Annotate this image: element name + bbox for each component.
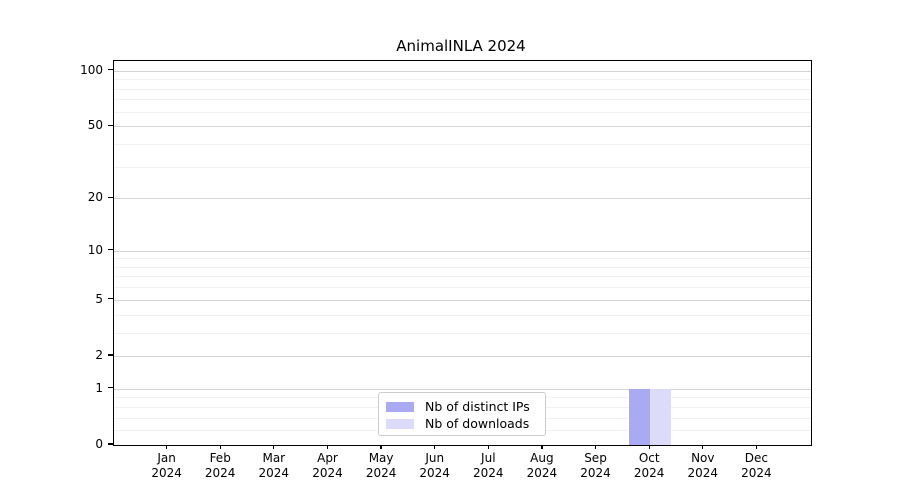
major-gridline — [114, 299, 811, 301]
major-gridline — [114, 70, 811, 72]
x-tick-month: Apr — [317, 451, 338, 465]
y-tick-label: 0 — [95, 437, 103, 451]
x-tick-mark — [219, 445, 221, 449]
y-tick-mark — [108, 69, 113, 71]
x-tick-mark — [487, 445, 489, 449]
y-tick-label: 50 — [87, 118, 103, 133]
x-tick-year: 2024 — [526, 466, 558, 480]
x-tick-month: May — [368, 451, 394, 465]
y-tick-label: 100 — [80, 62, 103, 77]
x-tick-month: Jun — [425, 451, 445, 465]
minor-gridline — [114, 99, 811, 101]
x-tick-label: Jan 2024 — [135, 451, 199, 481]
x-tick-year: 2024 — [312, 466, 343, 480]
minor-gridline — [114, 166, 811, 168]
x-tick-label: Aug 2024 — [510, 451, 574, 481]
x-tick-mark — [755, 445, 758, 449]
x-tick-month: Sep — [584, 451, 607, 465]
x-tick-mark — [165, 445, 168, 449]
y-tick-mark — [108, 248, 113, 251]
plot-area — [113, 60, 812, 446]
x-tick-month: Dec — [744, 451, 768, 465]
x-tick-year: 2024 — [633, 466, 665, 480]
x-tick-label: Nov 2024 — [671, 451, 735, 481]
x-tick-label: Jun 2024 — [403, 451, 467, 481]
x-tick-label: Sep 2024 — [564, 451, 628, 481]
y-tick-mark — [108, 298, 113, 300]
major-gridline — [114, 198, 811, 200]
minor-gridline — [114, 79, 811, 81]
major-gridline — [114, 388, 811, 390]
x-tick-year: 2024 — [258, 466, 290, 480]
major-gridline — [114, 355, 811, 357]
x-tick-mark — [702, 445, 704, 449]
major-gridline — [114, 250, 811, 252]
x-tick-label: Dec 2024 — [724, 451, 788, 481]
x-tick-month: Jan — [157, 451, 176, 465]
chart-title: AnimalINLA 2024 — [396, 37, 526, 55]
x-tick-mark — [648, 445, 650, 449]
legend-label: Nb of downloads — [425, 416, 530, 431]
x-tick-label: May 2024 — [349, 451, 413, 481]
legend-label: Nb of distinct IPs — [425, 399, 530, 414]
x-tick-label: Feb 2024 — [188, 451, 252, 481]
y-tick-label: 2 — [95, 347, 103, 362]
x-tick-year: 2024 — [580, 466, 611, 480]
x-tick-label: Jul 2024 — [456, 451, 520, 481]
x-tick-mark — [434, 445, 436, 449]
x-tick-month: Nov — [691, 451, 715, 465]
x-tick-year: 2024 — [687, 466, 719, 480]
y-tick-mark — [108, 196, 113, 198]
x-tick-year: 2024 — [473, 466, 504, 480]
x-tick-mark — [380, 445, 382, 449]
x-tick-year: 2024 — [151, 466, 182, 480]
minor-gridline — [114, 258, 811, 260]
x-tick-label: Mar 2024 — [242, 451, 306, 481]
y-tick-mark — [108, 124, 113, 126]
y-tick-mark — [108, 387, 113, 389]
bar-downloads — [650, 388, 672, 445]
legend: Nb of distinct IPs Nb of downloads — [378, 392, 546, 436]
minor-gridline — [114, 143, 811, 145]
minor-gridline — [114, 287, 811, 289]
x-tick-month: Mar — [262, 451, 286, 465]
x-tick-mark — [273, 445, 275, 449]
minor-gridline — [114, 88, 811, 90]
minor-gridline — [114, 111, 811, 113]
legend-swatch-downloads — [386, 418, 414, 429]
minor-gridline — [114, 276, 811, 278]
x-tick-mark — [594, 445, 597, 449]
minor-gridline — [114, 266, 811, 268]
x-tick-year: 2024 — [204, 466, 236, 480]
x-tick-label: Apr 2024 — [296, 451, 360, 481]
x-tick-month: Feb — [209, 451, 231, 465]
x-tick-year: 2024 — [419, 466, 450, 480]
x-tick-month: Aug — [530, 451, 554, 465]
y-tick-label: 20 — [87, 190, 103, 205]
y-tick-label: 1 — [95, 380, 103, 395]
y-tick-mark — [108, 354, 113, 356]
legend-item: Nb of distinct IPs — [379, 398, 545, 415]
x-tick-month: Oct — [638, 451, 660, 465]
x-tick-label: Oct 2024 — [617, 451, 681, 481]
minor-gridline — [114, 314, 811, 316]
major-gridline — [114, 126, 811, 128]
legend-item: Nb of downloads — [379, 415, 545, 432]
x-tick-year: 2024 — [365, 466, 397, 480]
minor-gridline — [114, 332, 811, 334]
y-tick-mark — [108, 443, 113, 445]
y-tick-label: 10 — [87, 242, 103, 257]
x-tick-year: 2024 — [741, 466, 772, 480]
y-tick-label: 5 — [95, 291, 103, 306]
bar-distinct-ips — [629, 388, 651, 445]
x-tick-mark — [541, 445, 543, 449]
x-tick-month: Jul — [481, 451, 496, 465]
x-tick-mark — [326, 445, 329, 449]
legend-swatch-distinct-ips — [386, 401, 414, 412]
